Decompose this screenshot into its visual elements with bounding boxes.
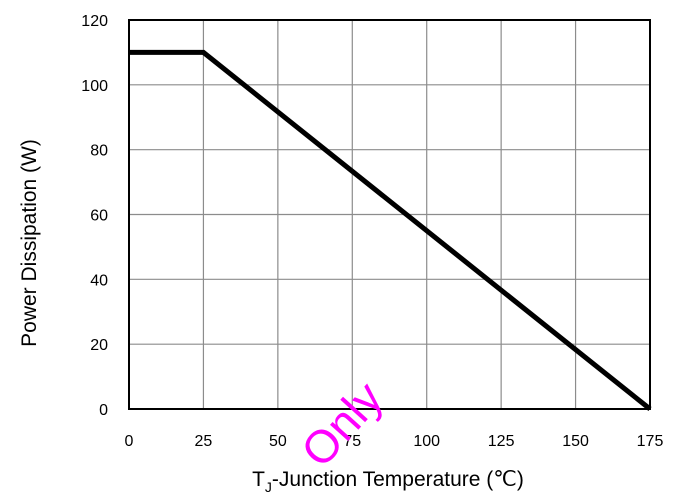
y-axis-title: Power Dissipation (W) (18, 139, 41, 347)
x-tick-label: 75 (343, 433, 361, 450)
x-axis-title-subscript: J (265, 479, 272, 495)
y-tick-label: 120 (81, 13, 108, 30)
x-tick-labels: 0 25 50 75 100 125 150 175 (125, 433, 664, 450)
x-tick-label: 175 (637, 433, 664, 450)
y-tick-label: 100 (81, 78, 108, 95)
power-derating-line (129, 49, 652, 411)
watermark-text: Only (291, 372, 393, 477)
grid-lines (129, 20, 650, 409)
x-axis-title-main: T (252, 468, 265, 491)
y-tick-label: 80 (90, 143, 108, 160)
y-tick-label: 60 (90, 208, 108, 225)
plot-area-frame (128, 19, 651, 410)
x-tick-label: 50 (269, 433, 287, 450)
x-tick-label: 125 (488, 433, 515, 450)
x-axis-title: TJ-Junction Temperature (℃) (252, 468, 524, 495)
y-tick-label: 40 (90, 272, 108, 289)
x-tick-label: 25 (195, 433, 213, 450)
x-tick-label: 0 (125, 433, 134, 450)
x-tick-label: 150 (562, 433, 589, 450)
x-axis-title-rest: -Junction Temperature (℃) (272, 468, 524, 491)
y-tick-label: 0 (99, 402, 108, 419)
series-layer (129, 49, 652, 411)
x-tick-label: 100 (413, 433, 440, 450)
y-tick-label: 20 (90, 337, 108, 354)
y-tick-labels: 0 20 40 60 80 100 120 (81, 13, 108, 419)
